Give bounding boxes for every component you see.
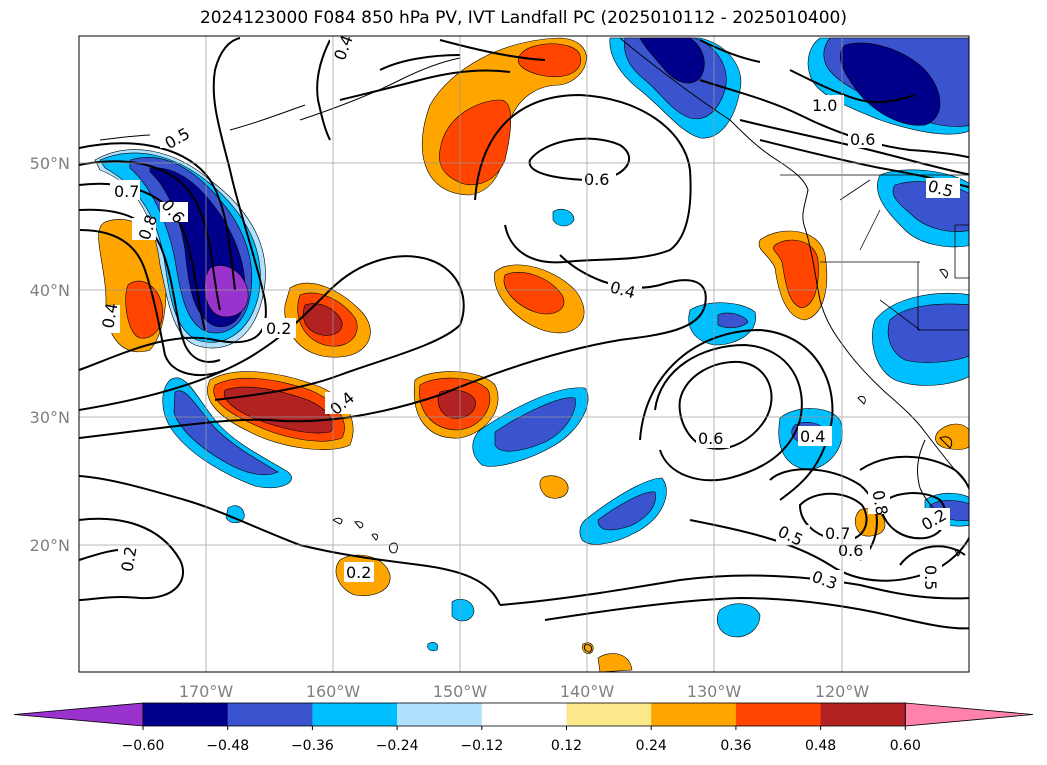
lat-tick-label: 20°N bbox=[30, 536, 70, 555]
colorbar-label: −0.36 bbox=[291, 738, 334, 754]
colorbar-cell bbox=[820, 703, 906, 726]
lat-tick-label: 40°N bbox=[30, 281, 70, 300]
map-title: 2024123000 F084 850 hPa PV, IVT Landfall… bbox=[199, 8, 847, 28]
pv-contours bbox=[79, 37, 969, 630]
colorbar-cell bbox=[227, 703, 313, 726]
latitude-labels: 50°N 40°N 30°N 20°N bbox=[30, 154, 70, 555]
negative-shading bbox=[94, 37, 969, 652]
contour-label: 0.7 bbox=[114, 182, 139, 201]
contour-label: 0.2 bbox=[266, 319, 291, 338]
colorbar-label: 0.36 bbox=[720, 738, 751, 754]
contour-label: 0.4 bbox=[98, 301, 121, 329]
lon-tick-label: 140°W bbox=[560, 682, 615, 701]
gridlines bbox=[79, 36, 969, 672]
lat-tick-label: 50°N bbox=[30, 154, 70, 173]
contour-label: 0.4 bbox=[800, 427, 825, 446]
lat-tick-label: 30°N bbox=[30, 408, 70, 427]
colorbar-extend-high bbox=[904, 702, 1034, 727]
colorbar-cell bbox=[566, 703, 652, 726]
colorbar-extend-low bbox=[13, 702, 144, 727]
colorbar-label: 0.24 bbox=[636, 738, 667, 754]
map-frame bbox=[78, 35, 970, 673]
contour-label: 0.6 bbox=[584, 170, 609, 189]
contour-label: 0.2 bbox=[346, 563, 371, 582]
colorbar-cell bbox=[481, 703, 567, 726]
colorbar-cell bbox=[735, 703, 822, 726]
contour-label: 0.6 bbox=[698, 429, 723, 448]
colorbar-label: 0.48 bbox=[805, 738, 836, 754]
colorbar-cell bbox=[143, 703, 229, 726]
colorbar-label: 0.12 bbox=[551, 738, 582, 754]
colorbar-label: 0.60 bbox=[890, 738, 921, 754]
contour-label: 0.8 bbox=[868, 489, 891, 517]
colorbar-label: −0.12 bbox=[460, 738, 503, 754]
contour-label: 1.0 bbox=[812, 96, 837, 115]
contour-label: 0.5 bbox=[921, 565, 940, 590]
contour-label: 0.7 bbox=[825, 524, 850, 543]
colorbar-cell bbox=[312, 703, 398, 726]
colorbar-label: −0.48 bbox=[206, 738, 249, 754]
colorbar: −0.60 −0.48 −0.36 −0.24 −0.12 0.12 0.24 0.36 0.4… bbox=[13, 702, 1034, 754]
longitude-labels: 170°W 160°W 150°W 140°W 130°W 120°W bbox=[179, 682, 870, 701]
colorbar-label: −0.24 bbox=[376, 738, 419, 754]
colorbar-cell bbox=[651, 703, 737, 726]
map-plot-area: 0.5 0.7 0.6 0.8 0.4 0.2 0.4 0.6 0.4 1.0 … bbox=[79, 36, 969, 672]
colorbar-label: −0.60 bbox=[122, 738, 165, 754]
lon-tick-label: 120°W bbox=[815, 682, 870, 701]
contour-label: 0.6 bbox=[850, 130, 875, 149]
lon-tick-label: 160°W bbox=[306, 682, 361, 701]
lon-tick-label: 130°W bbox=[687, 682, 742, 701]
lon-tick-label: 150°W bbox=[433, 682, 488, 701]
contour-label: 0.2 bbox=[117, 545, 140, 573]
lon-tick-label: 170°W bbox=[179, 682, 234, 701]
contour-label: 0.6 bbox=[838, 541, 863, 560]
colorbar-cell bbox=[397, 703, 483, 726]
